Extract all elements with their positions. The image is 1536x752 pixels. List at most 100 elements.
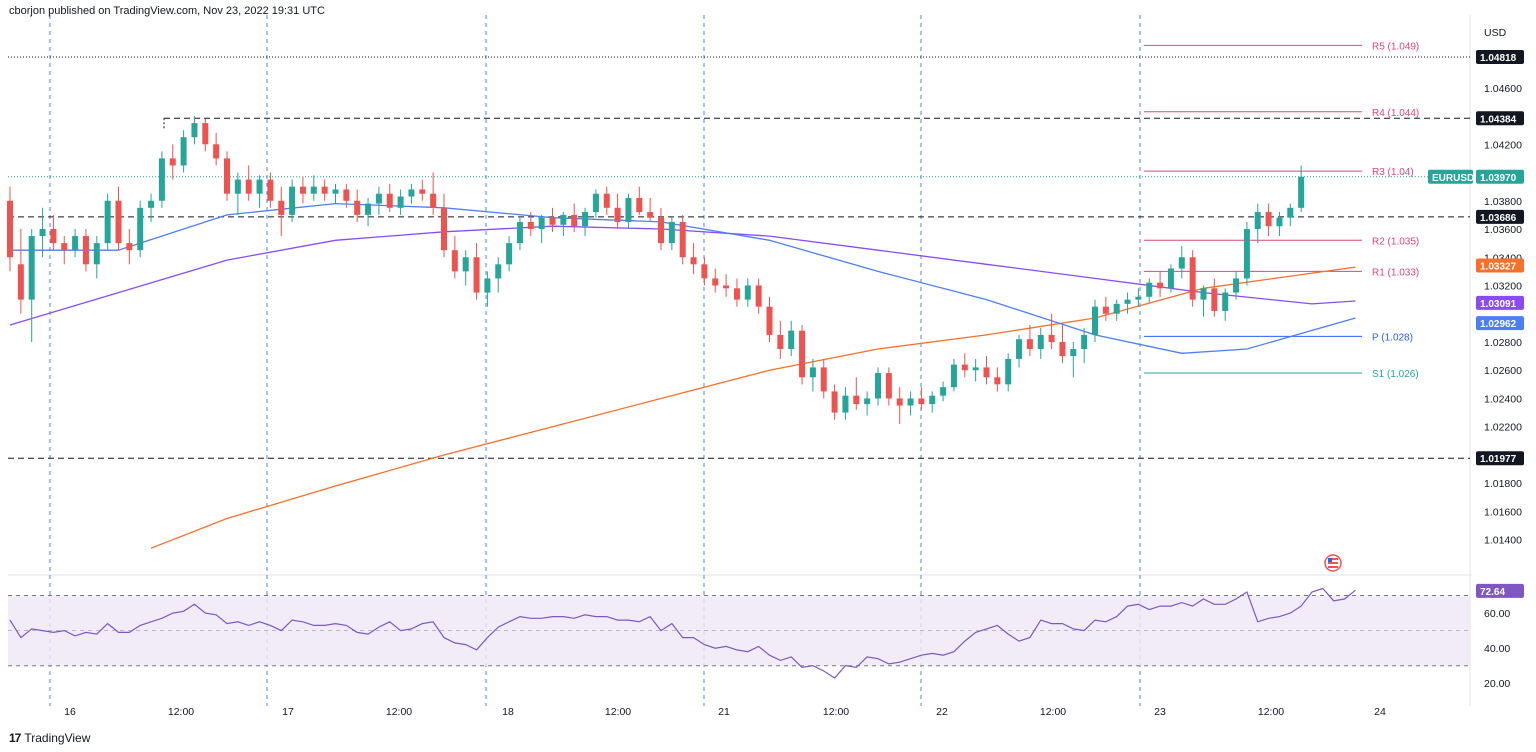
- candle-body[interactable]: [397, 196, 404, 208]
- candle-body[interactable]: [1189, 257, 1196, 300]
- candle-body[interactable]: [332, 189, 339, 194]
- candle-body[interactable]: [679, 221, 686, 258]
- candle-body[interactable]: [343, 189, 350, 201]
- candle-body[interactable]: [1287, 207, 1294, 218]
- candle-body[interactable]: [701, 264, 708, 279]
- candle-body[interactable]: [213, 144, 220, 159]
- candle-body[interactable]: [658, 217, 664, 244]
- candle-body[interactable]: [1276, 217, 1283, 227]
- candle-body[interactable]: [668, 221, 675, 244]
- candle-body[interactable]: [234, 179, 241, 194]
- candle-body[interactable]: [1081, 334, 1088, 350]
- candle-body[interactable]: [408, 189, 415, 197]
- tradingview-footer[interactable]: 17 TradingView: [9, 731, 90, 745]
- candle-body[interactable]: [549, 217, 556, 225]
- candle-body[interactable]: [864, 398, 871, 405]
- candle-body[interactable]: [647, 212, 654, 218]
- candle-body[interactable]: [1233, 278, 1240, 293]
- candle-body[interactable]: [278, 200, 285, 215]
- candle-body[interactable]: [506, 243, 513, 265]
- candle-body[interactable]: [267, 179, 274, 201]
- candle-body[interactable]: [1059, 341, 1066, 357]
- candle-body[interactable]: [875, 373, 881, 399]
- candle-body[interactable]: [169, 158, 176, 166]
- candle-body[interactable]: [907, 398, 914, 406]
- candle-body[interactable]: [1298, 176, 1305, 208]
- candle-body[interactable]: [603, 193, 610, 208]
- candle-body[interactable]: [39, 229, 46, 237]
- candle-body[interactable]: [256, 179, 263, 194]
- candle-body[interactable]: [28, 236, 35, 300]
- candle-body[interactable]: [1146, 282, 1153, 297]
- candle-body[interactable]: [1048, 334, 1055, 342]
- candle-body[interactable]: [744, 285, 751, 300]
- candle-body[interactable]: [1092, 306, 1098, 335]
- candle-body[interactable]: [571, 214, 578, 227]
- candle-body[interactable]: [972, 367, 979, 371]
- candle-body[interactable]: [191, 123, 198, 138]
- candle-body[interactable]: [451, 250, 458, 272]
- candle-body[interactable]: [245, 179, 252, 194]
- candle-body[interactable]: [310, 186, 317, 194]
- candle-body[interactable]: [1037, 334, 1044, 350]
- candle-body[interactable]: [1070, 349, 1077, 357]
- candle-body[interactable]: [1222, 292, 1229, 311]
- candle-body[interactable]: [495, 264, 502, 279]
- candle-body[interactable]: [712, 278, 719, 286]
- candle-body[interactable]: [148, 200, 155, 208]
- candle-body[interactable]: [799, 330, 806, 378]
- candle-body[interactable]: [419, 189, 426, 194]
- candle-body[interactable]: [755, 285, 762, 307]
- candle-body[interactable]: [61, 243, 68, 251]
- candle-body[interactable]: [1102, 306, 1109, 314]
- candle-body[interactable]: [777, 334, 784, 350]
- candle-body[interactable]: [820, 367, 827, 392]
- candle-body[interactable]: [1167, 268, 1174, 289]
- candle-body[interactable]: [853, 395, 860, 405]
- candle-body[interactable]: [592, 193, 599, 213]
- candle-body[interactable]: [766, 306, 773, 335]
- candle-body[interactable]: [375, 193, 382, 204]
- candle-body[interactable]: [430, 193, 437, 208]
- candle-body[interactable]: [484, 278, 491, 293]
- candle-body[interactable]: [733, 288, 740, 300]
- candle-body[interactable]: [582, 212, 589, 227]
- candle-body[interactable]: [17, 264, 24, 300]
- candle-body[interactable]: [1113, 303, 1120, 314]
- candle-body[interactable]: [137, 207, 144, 251]
- candle-body[interactable]: [126, 243, 133, 251]
- candle-body[interactable]: [723, 285, 730, 289]
- candle-body[interactable]: [365, 203, 372, 215]
- candle-body[interactable]: [473, 257, 480, 293]
- candle-body[interactable]: [560, 214, 567, 225]
- candle-body[interactable]: [93, 243, 100, 265]
- candle-body[interactable]: [538, 217, 545, 230]
- candle-body[interactable]: [940, 387, 947, 396]
- candle-body[interactable]: [82, 236, 89, 265]
- candle-body[interactable]: [1124, 299, 1131, 304]
- candle-body[interactable]: [1211, 288, 1218, 311]
- candle-body[interactable]: [896, 398, 903, 406]
- candle-body[interactable]: [516, 221, 523, 244]
- candle-body[interactable]: [625, 197, 632, 222]
- candle-body[interactable]: [1265, 212, 1272, 227]
- candle-body[interactable]: [788, 330, 795, 350]
- candle-body[interactable]: [636, 197, 643, 213]
- candle-body[interactable]: [1178, 257, 1185, 269]
- candle-body[interactable]: [950, 364, 957, 388]
- candle-body[interactable]: [690, 257, 697, 265]
- candle-body[interactable]: [1135, 296, 1142, 300]
- candle-body[interactable]: [321, 186, 328, 194]
- candle-body[interactable]: [1026, 339, 1033, 350]
- candle-body[interactable]: [1157, 282, 1164, 289]
- candle-body[interactable]: [180, 137, 187, 166]
- candle-body[interactable]: [918, 398, 925, 405]
- candle-body[interactable]: [1016, 339, 1023, 359]
- candle-body[interactable]: [104, 200, 111, 244]
- candle-body[interactable]: [299, 186, 306, 194]
- candle-body[interactable]: [386, 193, 393, 208]
- candle-body[interactable]: [354, 200, 361, 215]
- candle-body[interactable]: [831, 391, 838, 413]
